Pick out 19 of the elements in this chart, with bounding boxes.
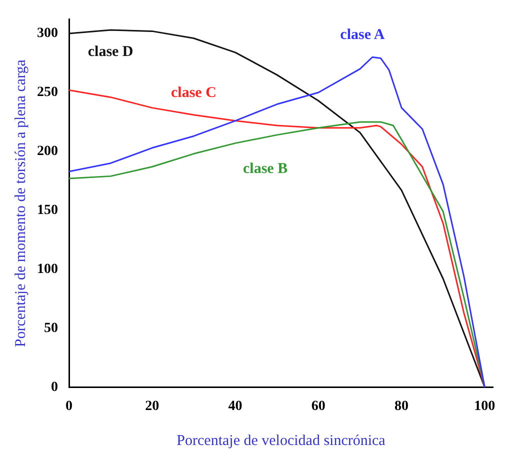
y-tick-label: 200 (37, 144, 58, 160)
y-tick-label: 250 (37, 85, 58, 100)
series-label: clase B (242, 161, 288, 178)
y-tick-label: 100 (37, 262, 58, 277)
x-tick-label: 40 (228, 399, 242, 414)
x-tick-label: 60 (311, 399, 326, 414)
series-label: clase C (171, 84, 216, 101)
series-label: clase A (340, 27, 385, 43)
series-label: clase D (88, 44, 134, 60)
y-tick-label: 300 (37, 26, 58, 42)
x-tick-label: 20 (145, 399, 160, 414)
y-axis-title: Porcentaje de momento de torsión a plena carga (12, 59, 29, 348)
x-axis-title: Porcentaje de velocidad sincrónica (176, 432, 386, 449)
x-tick-label: 100 (474, 399, 496, 414)
y-tick-label: 50 (44, 320, 58, 336)
x-tick-label: 0 (66, 399, 72, 414)
y-tick-label: 150 (37, 202, 58, 218)
y-tick-label: 0 (51, 380, 58, 395)
x-tick-label: 80 (394, 399, 409, 414)
